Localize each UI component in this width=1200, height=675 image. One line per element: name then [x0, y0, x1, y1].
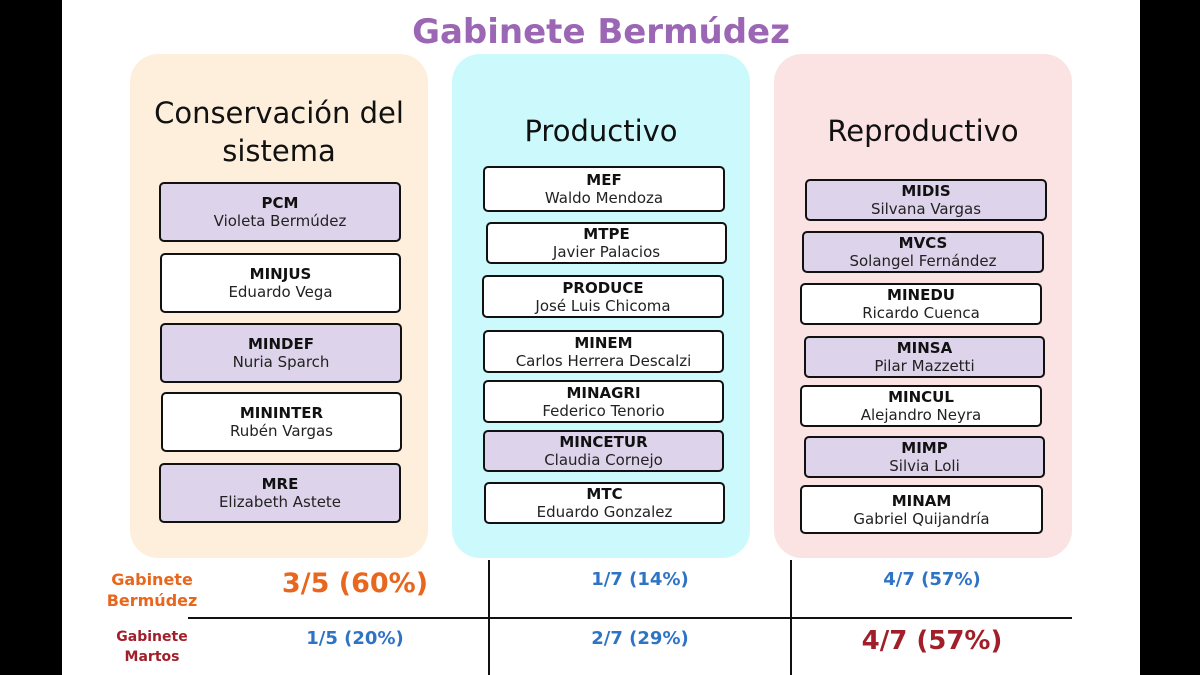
- minister-name: José Luis Chicoma: [535, 296, 671, 315]
- ministry-box: MEF Waldo Mendoza: [483, 166, 725, 212]
- stat-value: 4/7 (57%): [861, 626, 1003, 656]
- column-heading-line: Productivo: [524, 114, 678, 148]
- stat-value: 1/5 (20%): [306, 628, 404, 649]
- ministry-code: MINSA: [896, 339, 953, 357]
- ministry-box: PCM Violeta Bermúdez: [159, 182, 401, 242]
- stat-value: 2/7 (29%): [591, 628, 689, 649]
- ministry-box: MINAGRI Federico Tenorio: [483, 380, 724, 423]
- minister-name: Waldo Mendoza: [544, 189, 664, 207]
- minister-name: Federico Tenorio: [542, 401, 665, 420]
- column-heading-line: sistema: [222, 134, 336, 168]
- ministry-box: MINJUS Eduardo Vega: [160, 253, 401, 313]
- minister-name: Carlos Herrera Descalzi: [515, 351, 692, 370]
- ministry-box: MTC Eduardo Gonzalez: [484, 482, 725, 524]
- ministry-code: MINJUS: [249, 265, 312, 283]
- row-label-line: Martos: [124, 649, 180, 665]
- row-label-line: Gabinete: [111, 570, 193, 589]
- minister-name: Silvia Loli: [889, 457, 960, 475]
- ministry-box: MINEM Carlos Herrera Descalzi: [483, 330, 724, 373]
- row-label-line: Bermúdez: [106, 591, 198, 610]
- column-heading-reproductivo: Reproductivo: [774, 112, 1072, 150]
- minister-name: Claudia Cornejo: [544, 451, 663, 469]
- page-title: Gabinete Bermúdez: [412, 12, 790, 52]
- ministry-code: PCM: [261, 194, 299, 212]
- minister-name: Silvana Vargas: [870, 200, 982, 218]
- ministry-box: MININTER Rubén Vargas: [161, 392, 402, 452]
- ministry-code: PRODUCE: [562, 278, 644, 297]
- ministry-box: MINDEF Nuria Sparch: [160, 323, 402, 383]
- minister-name: Elizabeth Astete: [218, 493, 342, 511]
- stat-value: 1/7 (14%): [591, 569, 689, 590]
- ministry-box: MINSA Pilar Mazzetti: [804, 336, 1045, 378]
- minister-name: Nuria Sparch: [232, 353, 330, 371]
- row-label-martos: Gabinete Martos: [92, 627, 212, 667]
- row-label-line: Gabinete: [116, 629, 188, 645]
- ministry-box: MVCS Solangel Fernández: [802, 231, 1044, 273]
- ministry-box: MIDIS Silvana Vargas: [805, 179, 1047, 221]
- minister-name: Alejandro Neyra: [860, 406, 982, 424]
- stat-value: 4/7 (57%): [883, 569, 981, 590]
- minister-name: Solangel Fernández: [849, 252, 997, 270]
- ministry-box: PRODUCE José Luis Chicoma: [482, 275, 724, 318]
- ministry-code: MRE: [261, 475, 299, 493]
- ministry-code: MVCS: [898, 234, 948, 252]
- ministry-code: MINAM: [891, 491, 952, 510]
- minister-name: Ricardo Cuenca: [862, 304, 980, 322]
- slide: Gabinete Bermúdez Conservación del siste…: [62, 0, 1140, 675]
- minister-name: Javier Palacios: [552, 243, 661, 261]
- ministry-code: MTC: [586, 485, 623, 503]
- ministry-box: MTPE Javier Palacios: [486, 222, 727, 264]
- ministry-code: MINDEF: [247, 335, 314, 353]
- column-heading-line: Conservación del: [154, 96, 404, 130]
- ministry-code: MINCUL: [888, 388, 954, 406]
- table-divider-horizontal: [188, 617, 1072, 619]
- stat-value: 3/5 (60%): [281, 568, 429, 599]
- column-heading-conservacion: Conservación del sistema: [130, 94, 428, 170]
- ministry-box: MINCETUR Claudia Cornejo: [483, 430, 724, 472]
- ministry-code: MINAGRI: [566, 383, 641, 402]
- column-heading-line: Reproductivo: [827, 114, 1019, 148]
- ministry-code: MIMP: [901, 439, 948, 457]
- ministry-box: MINEDU Ricardo Cuenca: [800, 283, 1042, 325]
- minister-name: Gabriel Quijandría: [853, 509, 990, 528]
- column-heading-productivo: Productivo: [452, 112, 750, 150]
- ministry-code: MINEDU: [887, 286, 955, 304]
- ministry-code: MEF: [586, 171, 622, 189]
- ministry-code: MINCETUR: [559, 433, 648, 451]
- ministry-code: MININTER: [239, 404, 324, 422]
- ministry-box: MRE Elizabeth Astete: [159, 463, 401, 523]
- ministry-code: MINEM: [574, 333, 633, 352]
- minister-name: Violeta Bermúdez: [213, 212, 347, 230]
- ministry-box: MIMP Silvia Loli: [804, 436, 1045, 478]
- row-label-bermudez: Gabinete Bermúdez: [92, 569, 212, 611]
- minister-name: Rubén Vargas: [229, 422, 333, 440]
- minister-name: Eduardo Vega: [228, 283, 333, 301]
- minister-name: Eduardo Gonzalez: [536, 503, 673, 521]
- ministry-code: MTPE: [583, 225, 630, 243]
- minister-name: Pilar Mazzetti: [874, 357, 975, 375]
- ministry-code: MIDIS: [901, 182, 951, 200]
- ministry-box: MINAM Gabriel Quijandría: [800, 485, 1043, 534]
- ministry-box: MINCUL Alejandro Neyra: [800, 385, 1042, 427]
